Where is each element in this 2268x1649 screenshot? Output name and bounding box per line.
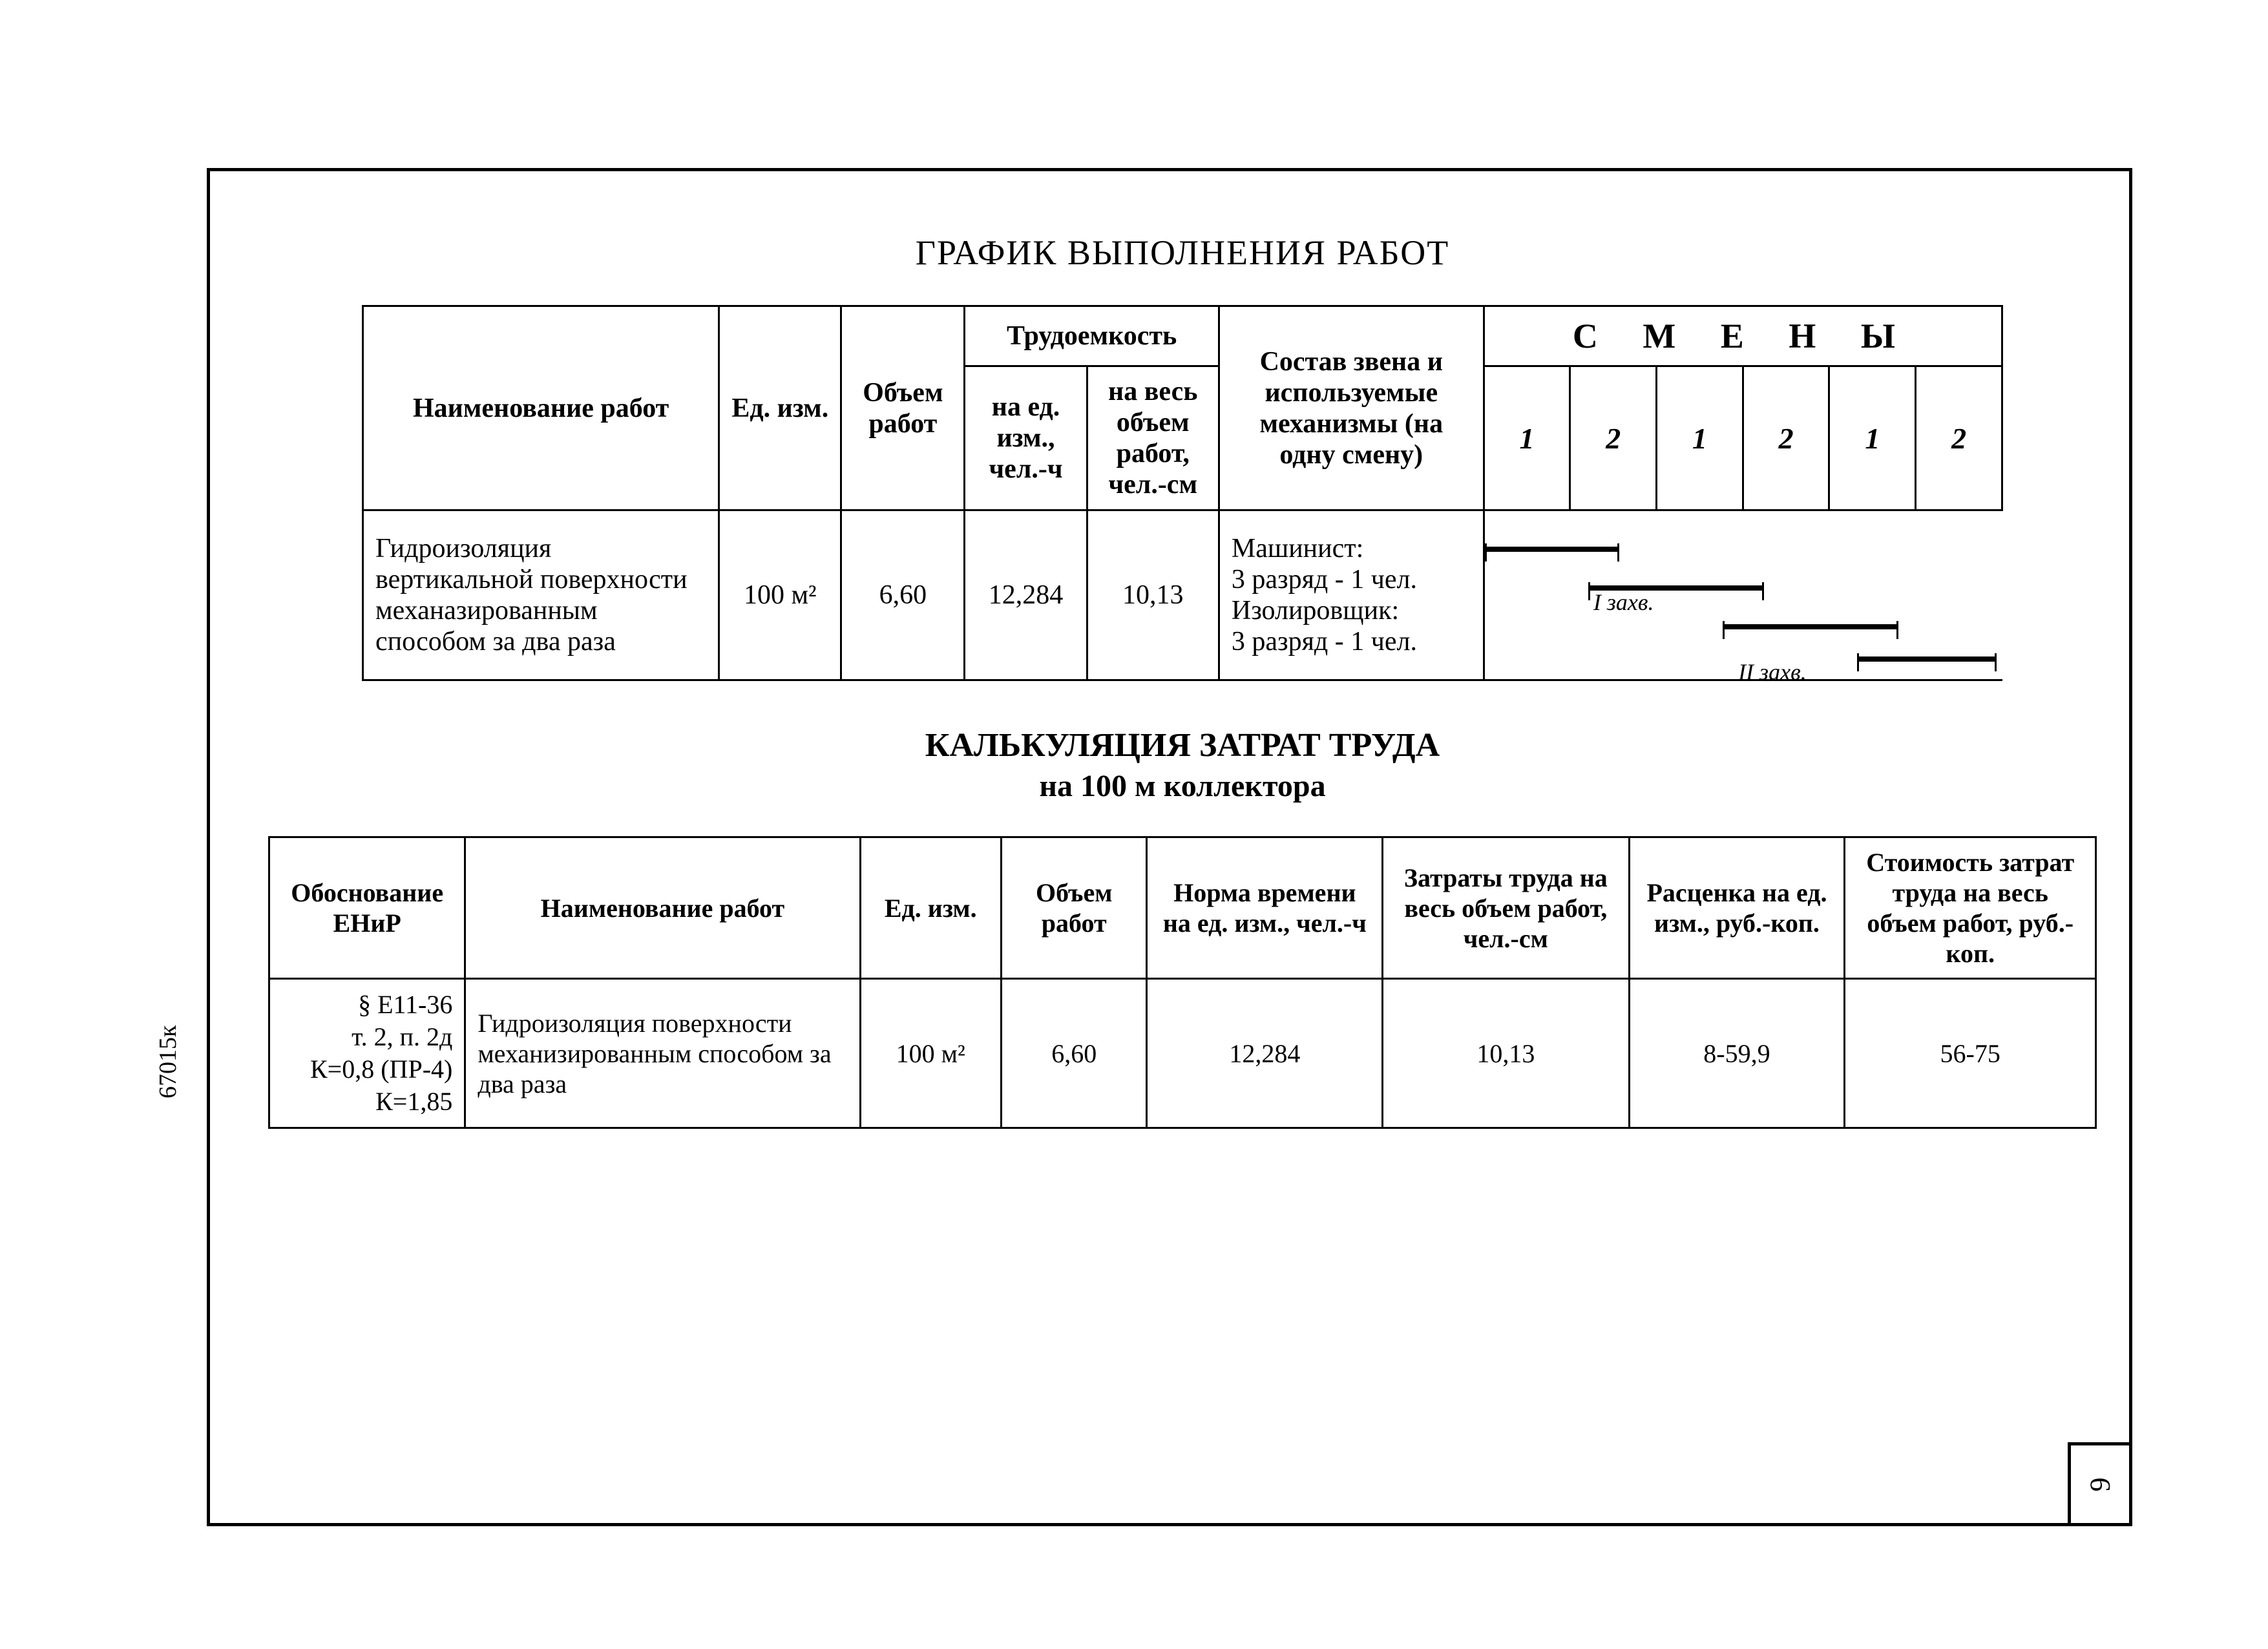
shift-col-1: 1 bbox=[1484, 366, 1570, 510]
side-document-code: 67015к bbox=[154, 1025, 182, 1098]
shift-col-2: 2 bbox=[1570, 366, 1657, 510]
cell-name2: Гидроизоляция поверхности механизированн… bbox=[465, 979, 860, 1128]
cell-norm: 12,284 bbox=[1147, 979, 1383, 1128]
cell-crew: Машинист: 3 разряд - 1 чел. Изолировщик:… bbox=[1219, 510, 1484, 680]
col-rate: Расценка на ед. изм., руб.-коп. bbox=[1629, 837, 1845, 979]
page-number-box: 9 bbox=[2068, 1442, 2132, 1526]
col-volume: Объем работ bbox=[841, 306, 965, 510]
cell-work-name: Гидроизоляция вертикальной поверхности м… bbox=[363, 510, 719, 680]
schedule-data-row: Гидроизоляция вертикальной поверхности м… bbox=[363, 510, 2002, 680]
cell-cost: 56-75 bbox=[1845, 979, 2096, 1128]
cell-labor2: 10,13 bbox=[1383, 979, 1629, 1128]
gantt-label-2: II захв. bbox=[1738, 658, 1807, 686]
cell-unit: 100 м² bbox=[719, 510, 841, 680]
shift-col-4: 2 bbox=[1743, 366, 1829, 510]
col-basis: Обоснование ЕНиР bbox=[269, 837, 465, 979]
shift-col-5: 1 bbox=[1829, 366, 1916, 510]
col-unit2: Ед. изм. bbox=[860, 837, 1001, 979]
page: 67015к ГРАФИК ВЫПОЛНЕНИЯ РАБОТ Наименова… bbox=[0, 0, 2268, 1649]
shift-col-3: 1 bbox=[1657, 366, 1743, 510]
col-shifts: С М Е Н Ы bbox=[1484, 306, 2002, 366]
gantt-chart: I захв. II захв. bbox=[1485, 511, 2002, 679]
col-unit: Ед. изм. bbox=[719, 306, 841, 510]
gantt-chart-cell: I захв. II захв. bbox=[1484, 510, 2002, 680]
schedule-header-row-1: Наименование работ Ед. изм. Объем работ … bbox=[363, 306, 2002, 366]
gantt-bar-4 bbox=[1857, 656, 1997, 662]
cell-volume: 6,60 bbox=[841, 510, 965, 680]
col-volume2: Объем работ bbox=[1001, 837, 1147, 979]
col-cost: Стоимость затрат труда на весь объем раб… bbox=[1845, 837, 2096, 979]
cell-labor-total: 10,13 bbox=[1087, 510, 1219, 680]
calculation-subtitle: на 100 м коллектора bbox=[246, 768, 2119, 804]
col-labor-group: Трудоемкость bbox=[965, 306, 1219, 366]
gantt-label-1: I захв. bbox=[1593, 589, 1654, 616]
col-labor-total: на весь объем работ, чел.-см bbox=[1087, 366, 1219, 510]
schedule-table: Наименование работ Ед. изм. Объем работ … bbox=[362, 305, 2003, 681]
calculation-title: КАЛЬКУЛЯЦИЯ ЗАТРАТ ТРУДА bbox=[246, 726, 2119, 764]
col-name2: Наименование работ bbox=[465, 837, 860, 979]
cell-labor-per-unit: 12,284 bbox=[965, 510, 1087, 680]
schedule-title: ГРАФИК ВЫПОЛНЕНИЯ РАБОТ bbox=[246, 233, 2119, 273]
calculation-table: Обоснование ЕНиР Наименование работ Ед. … bbox=[268, 836, 2097, 1129]
col-labor2: Затраты труда на весь объем работ, чел.-… bbox=[1383, 837, 1629, 979]
cell-rate: 8-59,9 bbox=[1629, 979, 1845, 1128]
gantt-bar-3 bbox=[1723, 624, 1898, 629]
calc-data-row: § Е11-36 т. 2, п. 2д К=0,8 (ПР-4) К=1,85… bbox=[269, 979, 2096, 1128]
col-crew: Состав звена и используемые механизмы (н… bbox=[1219, 306, 1484, 510]
col-norm: Норма времени на ед. изм., чел.-ч bbox=[1147, 837, 1383, 979]
shift-col-6: 2 bbox=[1916, 366, 2002, 510]
page-number: 9 bbox=[2084, 1477, 2117, 1491]
cell-volume2: 6,60 bbox=[1001, 979, 1147, 1128]
cell-basis: § Е11-36 т. 2, п. 2д К=0,8 (ПР-4) К=1,85 bbox=[269, 979, 465, 1128]
cell-unit2: 100 м² bbox=[860, 979, 1001, 1128]
col-name: Наименование работ bbox=[363, 306, 719, 510]
content: ГРАФИК ВЫПОЛНЕНИЯ РАБОТ Наименование раб… bbox=[246, 233, 2119, 1571]
calc-header-row: Обоснование ЕНиР Наименование работ Ед. … bbox=[269, 837, 2096, 979]
col-labor-per-unit: на ед. изм., чел.-ч bbox=[965, 366, 1087, 510]
gantt-bar-1 bbox=[1485, 547, 1619, 552]
